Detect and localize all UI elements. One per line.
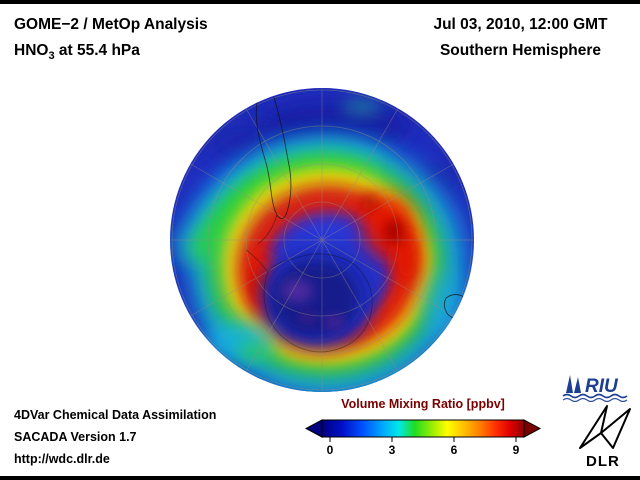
date-block: Jul 03, 2010, 12:00 GMT Southern Hemisph… <box>413 12 628 64</box>
credits-block: 4DVar Chemical Data Assimilation SACADA … <box>14 404 216 470</box>
subtitle-level: at 55.4 hPa <box>54 42 140 59</box>
page-title: GOME−2 / MetOp Analysis <box>14 16 208 33</box>
credit-line-assimilation: 4DVar Chemical Data Assimilation <box>14 408 217 422</box>
dlr-logo-text: DLR <box>586 453 620 470</box>
vortex-core <box>261 246 375 348</box>
colorbar-tick-label-0: 0 <box>326 443 334 457</box>
title-block: GOME−2 / MetOp Analysis HNO3 at 55.4 hPa <box>14 12 208 69</box>
datetime-label: Jul 03, 2010, 12:00 GMT <box>433 16 608 33</box>
cathedral-icon <box>566 375 581 393</box>
colorbar-title: Volume Mixing Ratio [ppbv] <box>341 397 505 411</box>
hemisphere-label: Southern Hemisphere <box>439 42 602 59</box>
riu-logo-text: RIU <box>585 376 619 397</box>
top-border <box>0 0 640 4</box>
colorbar-tick-label-9: 9 <box>512 443 520 457</box>
riu-logo: RIU <box>562 375 628 402</box>
riu-waves-icon <box>562 393 628 402</box>
bottom-border <box>0 476 640 480</box>
colorbar-gradient <box>321 419 525 438</box>
colorbar-tick-marks <box>329 437 517 442</box>
credit-line-version: SACADA Version 1.7 <box>14 430 137 444</box>
dlr-logo: DLR <box>579 405 631 470</box>
colorbar-right-arrow <box>523 419 542 438</box>
colorbar-left-arrow <box>304 419 323 438</box>
mixing-ratio-field <box>170 88 474 392</box>
colorbar <box>304 419 542 442</box>
dlr-wings-icon <box>579 405 631 449</box>
graticule <box>170 88 474 392</box>
page-subtitle: HNO3 at 55.4 hPa <box>14 38 208 69</box>
subtitle-species: HNO <box>14 42 49 59</box>
colorbar-tick-label-3: 3 <box>388 443 396 457</box>
credit-line-url: http://wdc.dlr.de <box>14 452 110 466</box>
colorbar-tick-label-6: 6 <box>450 443 458 457</box>
subtitle-subscript: 3 <box>48 50 55 63</box>
